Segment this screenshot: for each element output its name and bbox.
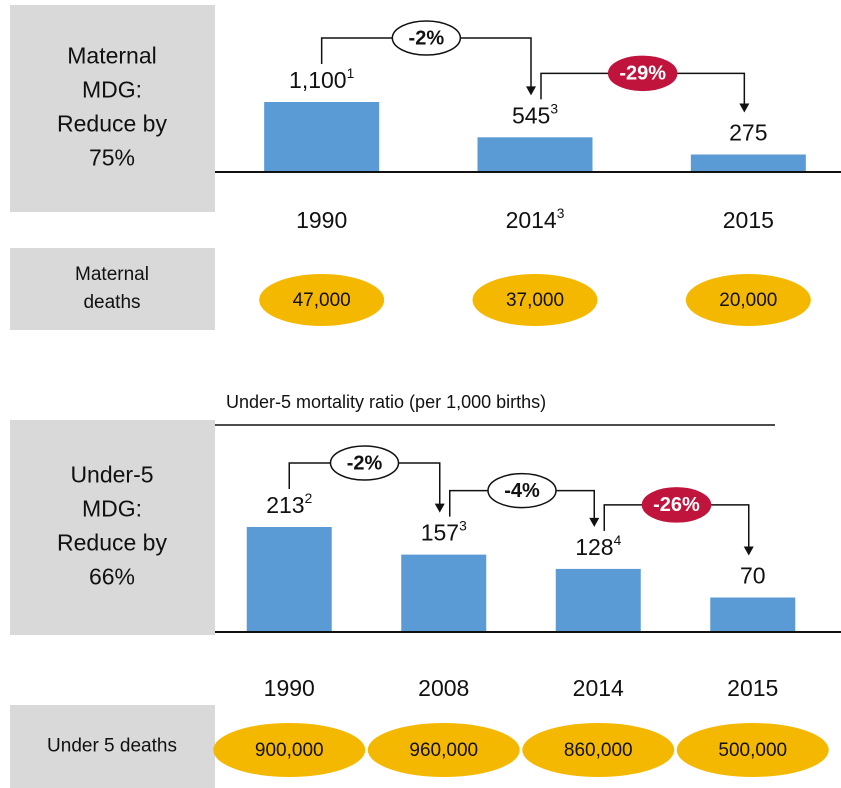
deaths-value: 860,000 (564, 740, 633, 761)
value-label: 5453 (512, 101, 558, 128)
label-box (10, 420, 215, 635)
value-label-note: 2 (305, 491, 313, 506)
label-line: 66% (89, 564, 135, 590)
category-label-text: 2014 (506, 207, 557, 233)
category-label-text: 1990 (296, 207, 347, 233)
deaths-value: 37,000 (506, 290, 564, 311)
bar (401, 554, 487, 632)
value-label: 2132 (266, 491, 312, 518)
label-line: Reduce by (57, 530, 167, 556)
category-label-text: 2015 (727, 675, 778, 701)
value-label-note: 3 (550, 101, 558, 116)
value-label-text: 157 (421, 520, 459, 546)
label-line: Under-5 (70, 462, 153, 488)
label-line: MDG: (82, 496, 142, 522)
value-label-text: 275 (729, 120, 767, 146)
arrow-head (434, 503, 445, 513)
category-label: 1990 (296, 207, 347, 233)
deaths-label: deaths (83, 292, 140, 313)
label-line: 75% (89, 145, 135, 171)
value-label-note: 1 (347, 66, 355, 81)
change-label: -2% (409, 27, 445, 49)
deaths-label: Maternal (75, 264, 149, 285)
change-badge (607, 55, 678, 92)
value-label-text: 1,100 (289, 67, 347, 93)
label-box (10, 5, 215, 212)
value-label: 1573 (421, 518, 467, 545)
label-line: Reduce by (57, 111, 167, 137)
deaths-label: Under 5 deaths (47, 736, 177, 757)
deaths-value: 20,000 (719, 290, 777, 311)
arrow-head (589, 517, 600, 527)
category-label: 2008 (418, 675, 469, 701)
change-badge (329, 445, 400, 481)
category-label-text: 2014 (573, 675, 624, 701)
change-badge (391, 20, 462, 56)
deaths-value: 47,000 (293, 290, 351, 311)
bar (246, 527, 332, 632)
bar (710, 597, 796, 632)
category-label-text: 2015 (723, 207, 774, 233)
category-label: 2015 (723, 207, 774, 233)
deaths-oval (676, 723, 829, 777)
value-label-text: 213 (266, 492, 304, 518)
value-label: 1,1001 (289, 66, 354, 93)
change-label: -4% (504, 480, 540, 502)
deaths-value: 500,000 (718, 740, 787, 761)
category-label: 2015 (727, 675, 778, 701)
value-label-text: 545 (512, 102, 550, 128)
value-label-text: 128 (575, 534, 613, 560)
category-label-text: 1990 (264, 675, 315, 701)
value-label-note: 3 (459, 518, 467, 533)
category-label: 2014 (573, 675, 624, 701)
value-label: 1284 (575, 532, 621, 559)
deaths-value: 900,000 (255, 740, 324, 761)
category-label: 20143 (506, 206, 565, 233)
deaths-box (10, 248, 215, 330)
bar (690, 154, 806, 172)
label-line: MDG: (82, 77, 142, 103)
deaths-oval (685, 274, 811, 326)
bar (555, 568, 641, 632)
arrow-head (743, 546, 754, 556)
change-label: -29% (619, 63, 666, 85)
category-label-note: 3 (557, 206, 565, 221)
deaths-value: 960,000 (409, 740, 478, 761)
change-label: -26% (653, 494, 700, 516)
value-label-text: 70 (740, 563, 766, 589)
category-label-text: 2008 (418, 675, 469, 701)
value-label-note: 4 (614, 532, 622, 547)
bar (477, 137, 593, 172)
label-line: Maternal (67, 43, 156, 69)
deaths-box (10, 705, 215, 788)
change-label: -2% (347, 452, 383, 474)
value-label: 70 (740, 563, 766, 589)
arrow-head (526, 86, 536, 96)
deaths-oval (522, 723, 675, 777)
deaths-oval (213, 723, 366, 777)
change-badge (487, 472, 557, 509)
change-badge (641, 487, 712, 523)
value-label: 275 (729, 120, 767, 146)
deaths-oval (472, 274, 598, 326)
subtitle: Under-5 mortality ratio (per 1,000 birth… (226, 392, 546, 412)
arrow-head (739, 103, 750, 113)
bar (264, 102, 380, 172)
deaths-oval (367, 723, 520, 777)
deaths-oval (259, 274, 385, 326)
category-label: 1990 (264, 675, 315, 701)
